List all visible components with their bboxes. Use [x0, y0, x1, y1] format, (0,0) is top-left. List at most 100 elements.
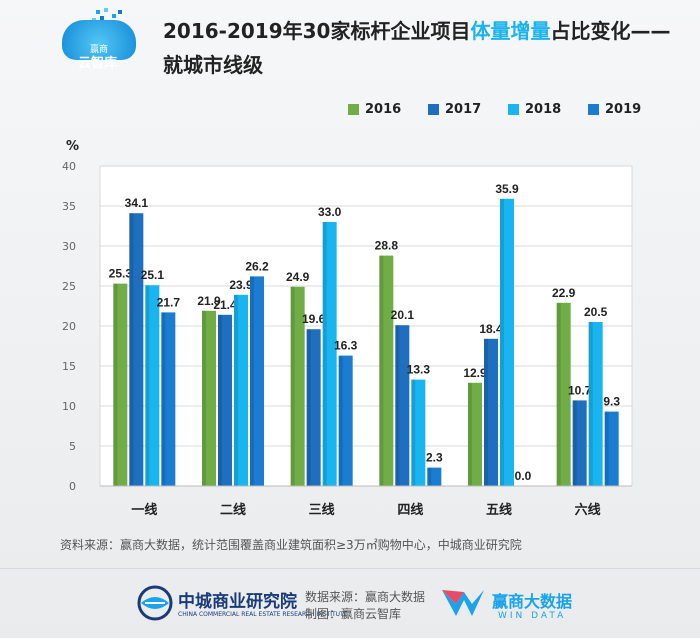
- footer-divider: [0, 568, 700, 569]
- bar-2016-六线: [556, 302, 571, 486]
- footer-data-source: 数据来源：赢商大数据: [305, 590, 426, 604]
- bar-2017-二线: [218, 314, 232, 486]
- legend-label-2016: 2016: [365, 102, 402, 117]
- bar-2019-三线: [338, 355, 353, 486]
- source-note: 资料来源：赢商大数据，统计范围覆盖商业建筑面积≥3万㎡购物中心，中城商业研究院: [60, 538, 522, 552]
- title-part2: 占比变化——: [550, 19, 671, 43]
- footer-info: 数据来源：赢商大数据 制图：赢商云智库: [305, 589, 425, 623]
- windata-logo-icon: [442, 590, 484, 616]
- legend-swatch-2018: [508, 104, 519, 115]
- y-tick-label-25: 25: [62, 280, 76, 293]
- legend-swatch-2017: [428, 104, 439, 115]
- bar-2017-四线: [395, 325, 410, 486]
- bar-2019-二线: [250, 276, 264, 486]
- y-tick-label-15: 15: [62, 360, 76, 373]
- bar-shade-2018-六线: [588, 322, 593, 486]
- data-label-2017-四线: 20.1: [391, 308, 415, 322]
- legend-label-2019: 2019: [605, 102, 642, 117]
- data-label-2018-三线: 33.0: [318, 205, 342, 219]
- bar-shade-2019-一线: [161, 312, 166, 486]
- data-label-2019-一线: 21.7: [157, 295, 181, 309]
- page-title: 2016-2019年30家标杆企业项目体量增量占比变化—— 就城市线级: [163, 14, 683, 82]
- bar-2017-一线: [129, 213, 144, 486]
- data-label-2019-二线: 26.2: [245, 259, 269, 273]
- bar-shade-2019-二线: [250, 276, 254, 486]
- bar-2017-五线: [484, 338, 498, 486]
- bar-shade-2017-四线: [395, 325, 400, 486]
- y-tick-label-0: 0: [69, 480, 76, 493]
- y-tick-label-10: 10: [62, 400, 76, 413]
- title-part1: 2016-2019年30家标杆企业项目: [163, 19, 471, 43]
- bar-2017-三线: [306, 329, 321, 486]
- title-highlight: 体量增量: [470, 19, 551, 43]
- brand-subtitle: WIN DATA: [498, 611, 567, 621]
- x-tick-label-二线: 二线: [220, 502, 246, 518]
- data-label-2016-六线: 22.9: [552, 286, 576, 300]
- bar-2016-四线: [379, 255, 394, 486]
- data-label-2017-六线: 10.7: [568, 383, 592, 397]
- bar-2017-六线: [572, 400, 587, 486]
- title-line2: 就城市线级: [163, 53, 263, 77]
- bar-2019-六线: [604, 411, 619, 486]
- bar-2016-一线: [113, 283, 128, 486]
- y-tick-label-20: 20: [62, 320, 76, 333]
- data-label-2016-四线: 28.8: [375, 239, 399, 253]
- org-name: 中城商业研究院: [178, 592, 297, 612]
- bar-2016-五线: [468, 382, 482, 486]
- x-tick-label-四线: 四线: [397, 502, 423, 518]
- bar-2019-一线: [161, 312, 176, 486]
- x-tick-label-一线: 一线: [131, 502, 157, 518]
- data-label-2019-六线: 9.3: [603, 395, 620, 409]
- bar-shade-2019-六线: [604, 411, 609, 486]
- x-tick-label-五线: 五线: [486, 502, 512, 518]
- logo-icon: 赢商 云智库: [56, 8, 146, 71]
- y-tick-label-40: 40: [62, 160, 76, 173]
- y-tick-label-35: 35: [62, 200, 76, 213]
- data-label-2016-一线: 25.3: [109, 267, 133, 281]
- y-axis-label: %: [66, 139, 79, 154]
- data-label-2017-三线: 19.6: [302, 312, 326, 326]
- bar-shade-2016-六线: [556, 302, 561, 486]
- bar-shade-2016-二线: [202, 310, 206, 486]
- legend-swatch-2019: [588, 104, 599, 115]
- bar-2018-一线: [145, 285, 160, 486]
- bar-shade-2018-二线: [234, 294, 238, 486]
- y-tick-label-5: 5: [69, 440, 76, 453]
- logo-text-top: 赢商: [90, 45, 109, 55]
- bar-2016-二线: [202, 310, 216, 486]
- bar-shade-2018-四线: [411, 379, 416, 486]
- x-tick-label-六线: 六线: [575, 502, 601, 518]
- data-label-2017-五线: 18.4: [479, 322, 503, 336]
- brand-name: 赢商大数据: [492, 592, 573, 611]
- data-label-2018-四线: 13.3: [407, 363, 431, 377]
- data-label-2018-六线: 20.5: [584, 305, 608, 319]
- x-tick-label-三线: 三线: [309, 502, 335, 518]
- data-label-2016-五线: 12.9: [463, 366, 487, 380]
- data-label-2019-三线: 16.3: [334, 339, 358, 353]
- bar-shade-2017-三线: [306, 329, 311, 486]
- bar-shade-2017-二线: [218, 314, 222, 486]
- legend-label-2017: 2017: [445, 102, 482, 117]
- bar-shade-2017-六线: [572, 400, 577, 486]
- legend-label-2018: 2018: [525, 102, 562, 117]
- bar-2018-五线: [500, 198, 514, 487]
- data-label-2018-五线: 35.9: [495, 182, 519, 196]
- bar-shade-2016-三线: [290, 286, 295, 486]
- bar-2018-三线: [322, 222, 337, 486]
- footer-made-by: 制图：赢商云智库: [305, 607, 402, 621]
- org-logo-icon: [137, 585, 173, 621]
- data-label-2016-三线: 24.9: [286, 270, 310, 284]
- bar-shade-2018-三线: [322, 222, 327, 486]
- data-label-2019-四线: 2.3: [426, 451, 443, 465]
- bar-2018-六线: [588, 322, 603, 486]
- bar-2018-四线: [411, 379, 426, 486]
- org-subtitle: CHINA COMMERCIAL REAL ESTATE RESEARCH IN…: [178, 611, 348, 618]
- bar-shade-2017-五线: [484, 338, 488, 486]
- data-label-2016-二线: 21.9: [197, 294, 221, 308]
- bar-shade-2018-一线: [145, 285, 150, 486]
- legend-swatch-2016: [348, 104, 359, 115]
- bar-shade-2016-一线: [113, 283, 118, 486]
- bar-shade-2019-三线: [338, 355, 343, 486]
- bar-shade-2019-四线: [427, 467, 432, 486]
